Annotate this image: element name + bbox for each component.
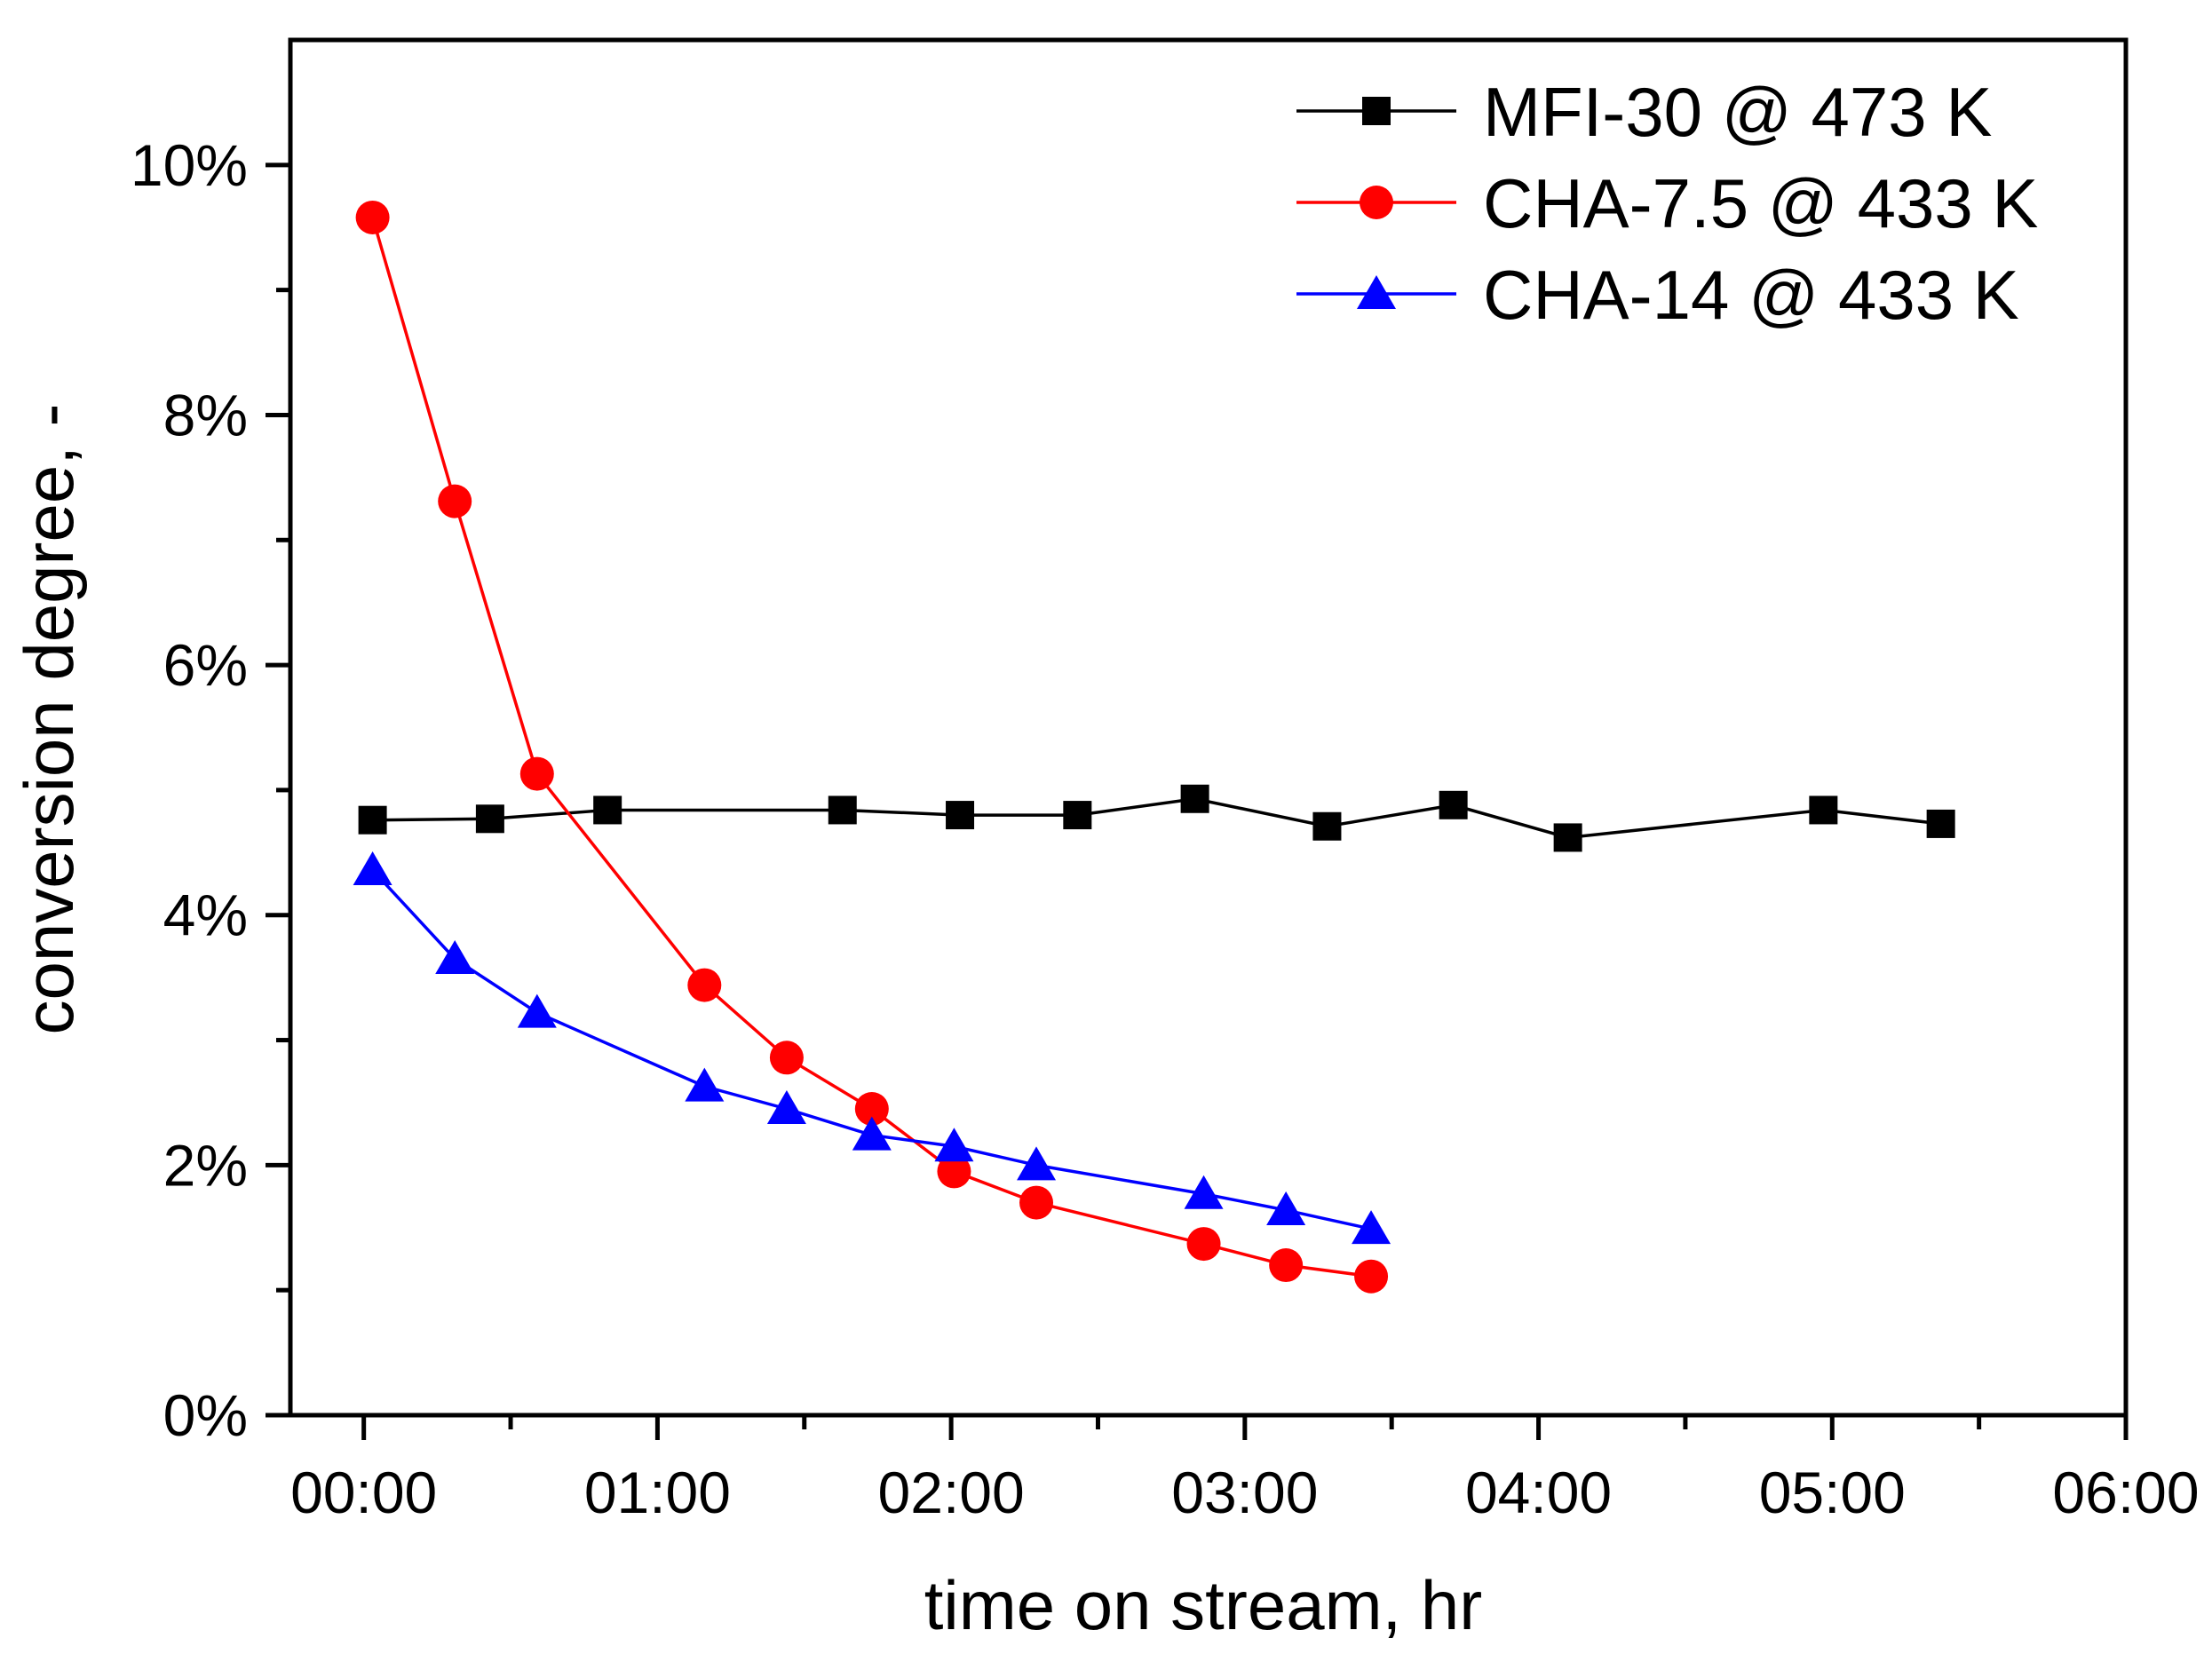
- data-point: [828, 795, 857, 825]
- data-point: [593, 795, 622, 825]
- data-point: [1269, 1248, 1304, 1283]
- data-point: [1926, 809, 1955, 838]
- legend: MFI-30 @ 473 K CHA-7.5 @ 433 K CHA-14 @ 43…: [1296, 73, 2038, 334]
- data-point: [1063, 801, 1092, 830]
- series-2: [355, 200, 1389, 1294]
- data-point: [358, 805, 387, 835]
- series-1: [358, 784, 1955, 852]
- data-point: [1354, 1259, 1389, 1294]
- y-tick-label: 2%: [163, 1132, 248, 1198]
- y-tick-label: 6%: [163, 632, 248, 698]
- legend-label: CHA-14 @ 433 K: [1483, 256, 2019, 334]
- data-point: [1266, 1191, 1306, 1226]
- legend-label: CHA-7.5 @ 433 K: [1483, 164, 2038, 242]
- plot-area-border: [288, 37, 2129, 1418]
- series-3: [353, 851, 1391, 1245]
- y-tick-label: 8%: [163, 382, 248, 447]
- data-point: [1352, 1210, 1391, 1245]
- data-point: [519, 756, 554, 791]
- legend-item-1: MFI-30 @ 473 K: [1296, 73, 1992, 151]
- data-point: [1809, 795, 1838, 825]
- legend-item-3: CHA-14 @ 433 K: [1296, 256, 2019, 334]
- data-point: [353, 851, 392, 886]
- data-point: [1312, 811, 1342, 841]
- data-point: [937, 1154, 971, 1189]
- data-point: [1184, 1175, 1224, 1209]
- data-point: [1439, 790, 1468, 819]
- data-point: [1180, 784, 1209, 813]
- y-axis: 0% 2% 4% 6% 8% 10%: [131, 132, 290, 1448]
- data-point: [946, 801, 975, 830]
- series-line: [371, 868, 1372, 1231]
- series-layer: [353, 200, 1955, 1294]
- x-tick-label: 06:00: [2052, 1460, 2199, 1525]
- x-axis-label: time on stream, hr: [924, 1566, 1483, 1644]
- data-point: [1017, 1146, 1057, 1181]
- data-point: [685, 1067, 725, 1102]
- legend-marker: [1360, 186, 1393, 219]
- data-point: [1019, 1185, 1054, 1220]
- x-tick-label: 00:00: [290, 1460, 437, 1525]
- x-tick-label: 03:00: [1171, 1460, 1318, 1525]
- y-tick-label: 4%: [163, 882, 248, 948]
- x-tick-label: 05:00: [1759, 1460, 1906, 1525]
- x-axis: 00:00 01:00 02:00 03:00 04:00 05:00 06:00: [290, 1415, 2200, 1525]
- x-tick-label: 02:00: [878, 1460, 1025, 1525]
- legend-marker: [1362, 97, 1391, 125]
- data-point: [769, 1041, 804, 1075]
- data-point: [687, 968, 722, 1002]
- data-point: [852, 1116, 892, 1151]
- data-point: [435, 940, 475, 975]
- y-axis-label: conversion degree, -: [10, 403, 88, 1034]
- legend-item-2: CHA-7.5 @ 433 K: [1296, 164, 2038, 242]
- plot-frame: [288, 37, 2129, 1418]
- data-point: [934, 1128, 974, 1162]
- data-point: [1186, 1227, 1221, 1262]
- x-tick-label: 01:00: [584, 1460, 731, 1525]
- x-tick-label: 04:00: [1465, 1460, 1612, 1525]
- data-point: [854, 1091, 889, 1126]
- series-line: [372, 796, 1941, 840]
- y-tick-label: 0%: [163, 1382, 248, 1448]
- data-point: [355, 200, 390, 234]
- data-point: [438, 484, 472, 518]
- data-point: [517, 993, 557, 1028]
- data-point: [766, 1089, 806, 1124]
- y-tick-label: 10%: [131, 132, 248, 198]
- data-point: [1553, 823, 1582, 852]
- legend-label: MFI-30 @ 473 K: [1483, 73, 1992, 151]
- data-point: [475, 804, 504, 834]
- legend-marker: [1357, 275, 1396, 309]
